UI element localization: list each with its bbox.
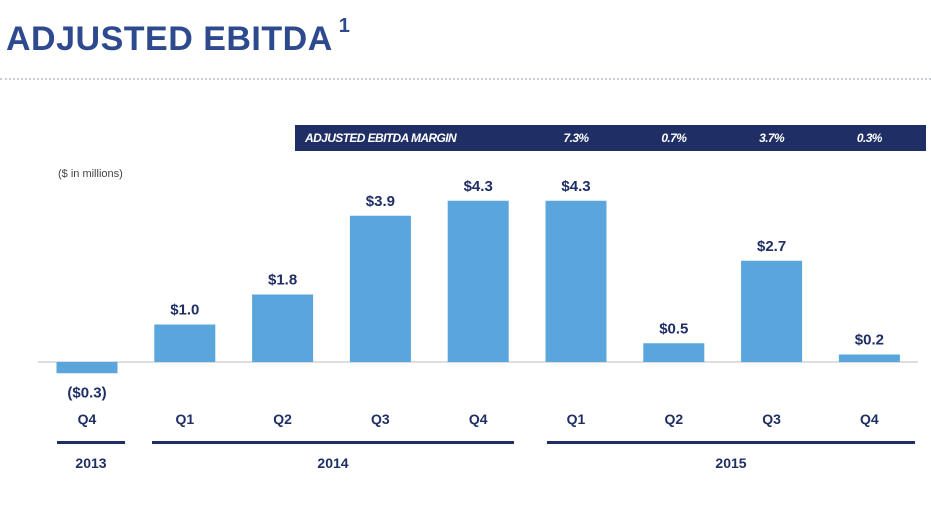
margin-row-label: ADJUSTED EBITDA MARGIN — [305, 131, 457, 145]
title-divider — [0, 78, 931, 80]
category-label-4: Q4 — [469, 411, 488, 427]
bar-4 — [447, 200, 509, 362]
category-label-7: Q3 — [762, 411, 781, 427]
title-footnote: 1 — [338, 14, 351, 37]
margin-value-3: 0.3% — [856, 131, 883, 145]
margin-value-1: 0.7% — [661, 131, 687, 145]
title-text: ADJUSTED EBITDA — [6, 20, 333, 58]
margin-value-0: 7.3% — [563, 131, 590, 145]
year-group-line-0 — [57, 441, 125, 444]
margin-value-2: 3.7% — [759, 131, 785, 145]
bar-7 — [741, 260, 803, 362]
year-group-label-1: 2014 — [317, 455, 348, 471]
value-label-8: $0.2 — [855, 332, 884, 349]
bar-6 — [643, 343, 705, 362]
bar-3 — [349, 215, 411, 362]
value-label-1: $1.0 — [170, 302, 199, 319]
units-note: ($ in millions) — [58, 168, 123, 180]
value-label-0: ($0.3) — [67, 384, 106, 401]
page-title: ADJUSTED EBITDA 1 — [6, 15, 350, 59]
category-label-1: Q1 — [175, 411, 194, 427]
value-label-7: $2.7 — [757, 238, 786, 255]
margin-row: ADJUSTED EBITDA MARGIN 7.3% 0.7% 3.7% 0.3% — [295, 125, 926, 151]
value-label-3: $3.9 — [366, 193, 395, 210]
year-group-label-2: 2015 — [715, 455, 746, 471]
category-label-2: Q2 — [273, 411, 292, 427]
category-label-3: Q3 — [371, 411, 390, 427]
bar-1 — [154, 324, 216, 362]
category-label-8: Q4 — [860, 411, 879, 427]
year-group-line-1 — [152, 441, 514, 444]
bar-8 — [838, 354, 900, 362]
value-label-2: $1.8 — [268, 272, 297, 289]
bar-5 — [545, 200, 607, 362]
bar-2 — [252, 294, 314, 362]
bar-0 — [56, 362, 118, 374]
category-label-0: Q4 — [78, 411, 97, 427]
value-label-4: $4.3 — [464, 178, 493, 195]
value-label-6: $0.5 — [659, 320, 688, 337]
value-label-5: $4.3 — [561, 178, 590, 195]
year-group-label-0: 2013 — [75, 455, 106, 471]
year-group-line-2 — [547, 441, 915, 444]
category-label-6: Q2 — [664, 411, 683, 427]
category-label-5: Q1 — [567, 411, 586, 427]
